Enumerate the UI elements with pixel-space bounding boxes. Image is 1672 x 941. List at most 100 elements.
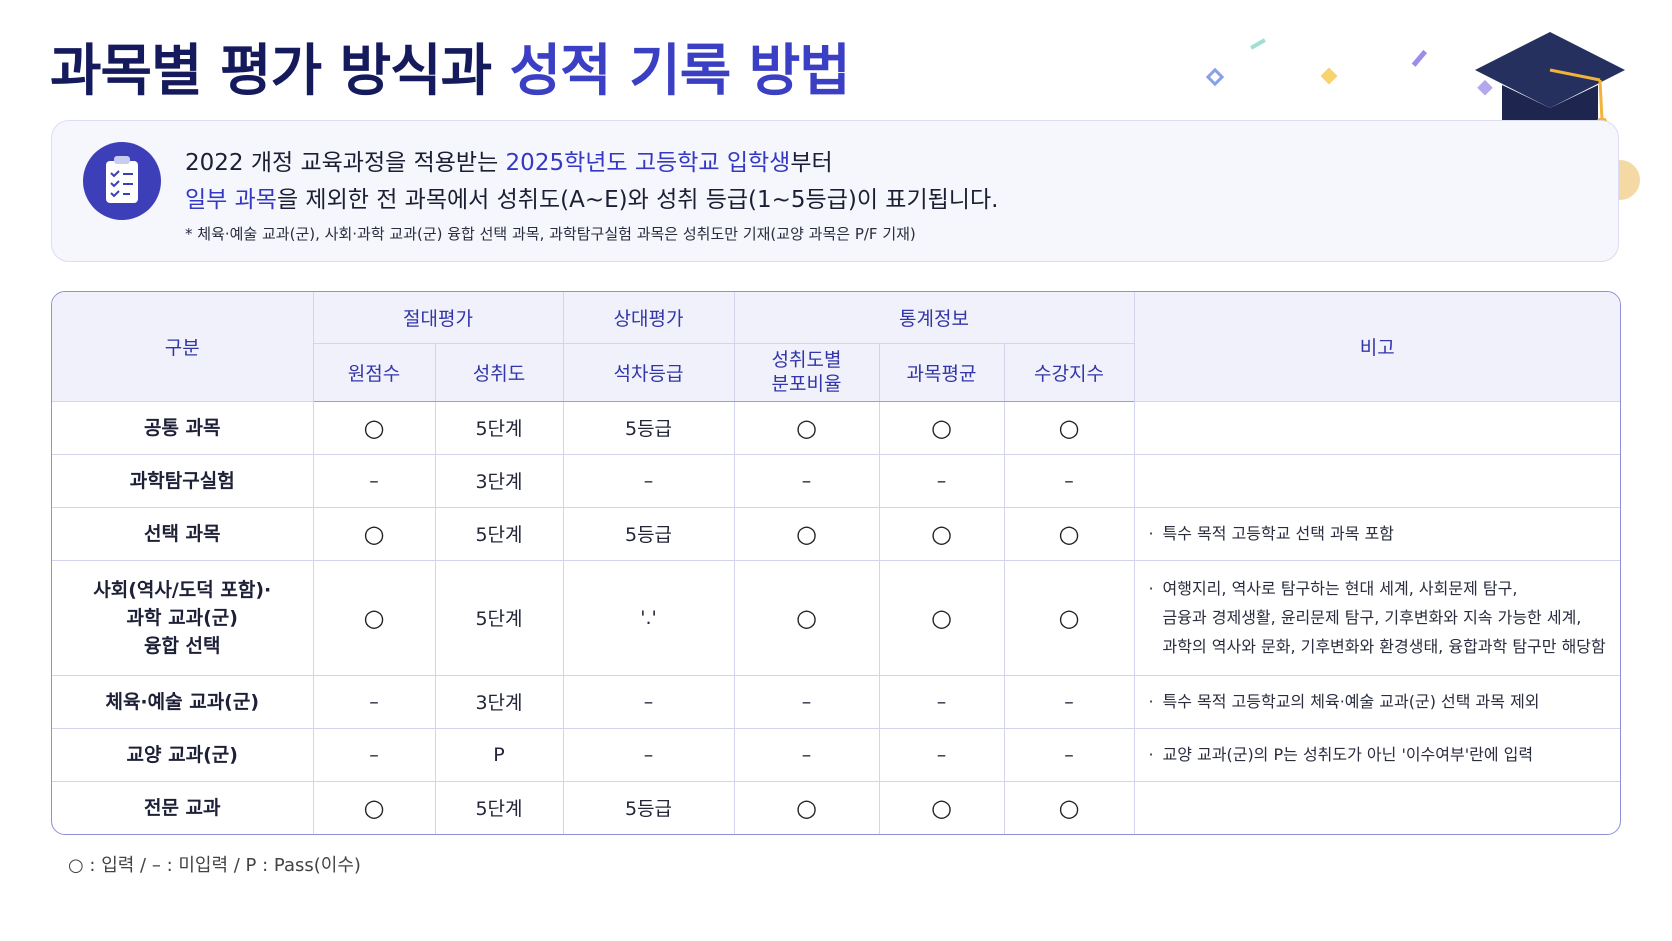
row-name: 공통 과목 bbox=[52, 400, 314, 455]
cell: – bbox=[1003, 727, 1135, 782]
cell: – bbox=[562, 674, 735, 729]
cell: – bbox=[1003, 453, 1135, 508]
table-row: 사회(역사/도덕 포함)· 과학 교과(군) 융합 선택 ○ 5단계 '.' ○ ○ ○ · 여행지… bbox=[52, 559, 1620, 676]
cell: ○ bbox=[1003, 506, 1135, 561]
row-name-line: 융합 선택 bbox=[143, 634, 221, 657]
cell: – bbox=[733, 727, 880, 782]
table-row: 체육·예술 교과(군) –3단계 – – – – · 특수 목적 고등학교의 체육·예술 교과… bbox=[52, 674, 1620, 729]
remark bbox=[1133, 780, 1620, 834]
table-row: 과학탐구실험 –3단계 – – – – bbox=[52, 453, 1620, 508]
sub-header: 성취도 bbox=[434, 342, 564, 402]
remark-text: 특수 목적 고등학교의 체육·예술 교과(군) 선택 과목 제외 bbox=[1162, 692, 1540, 711]
remark-text: 여행지리, 역사로 탐구하는 현대 세계, 사회문제 탐구, bbox=[1162, 579, 1518, 598]
sub-header: 석차등급 bbox=[562, 342, 735, 402]
cell: ○ bbox=[312, 780, 436, 834]
remark: · 특수 목적 고등학교의 체육·예술 교과(군) 선택 과목 제외 bbox=[1133, 674, 1620, 729]
cell: ○ bbox=[1003, 400, 1135, 455]
row-name: 교양 교과(군) bbox=[52, 727, 314, 782]
cell: – bbox=[1003, 674, 1135, 729]
corner-header: 구분 bbox=[52, 292, 314, 402]
row-name: 사회(역사/도덕 포함)· 과학 교과(군) 융합 선택 bbox=[52, 559, 314, 676]
info-text: 부터 bbox=[790, 150, 833, 176]
title: 과목별 평가 방식과 성적 기록 방법 bbox=[50, 26, 851, 107]
cell: ○ bbox=[1003, 780, 1135, 834]
table-frame: 구분 절대평가 상대평가 통계정보 비고 원점수 성취도 석차등급 성취도별 분포비율 과목평균 수강… bbox=[51, 291, 1621, 835]
cell: ○ bbox=[1003, 559, 1135, 676]
row-name-line: 전문 교과 bbox=[143, 796, 221, 819]
row-name: 체육·예술 교과(군) bbox=[52, 674, 314, 729]
cell: 5단계 bbox=[434, 506, 564, 561]
cell: P bbox=[434, 727, 564, 782]
cell: 5단계 bbox=[434, 559, 564, 676]
cell: '.' bbox=[562, 559, 735, 676]
cell: ○ bbox=[733, 506, 880, 561]
cell: ○ bbox=[733, 559, 880, 676]
header-row: 원점수 성취도 석차등급 성취도별 분포비율 과목평균 수강지수 bbox=[52, 342, 1620, 402]
bullet: · bbox=[1148, 745, 1154, 764]
row-name-line: 교양 교과(군) bbox=[126, 743, 238, 766]
cell: – bbox=[312, 727, 436, 782]
info-note: * 체육·예술 교과(군), 사회·과학 교과(군) 융합 선택 과목, 과학탐… bbox=[185, 225, 916, 243]
sub-header: 과목평균 bbox=[878, 342, 1005, 402]
cell: – bbox=[312, 674, 436, 729]
info-text: 2022 개정 교육과정을 적용받는 bbox=[185, 150, 506, 176]
cell: – bbox=[312, 453, 436, 508]
row-name-line: 사회(역사/도덕 포함)· bbox=[93, 578, 272, 601]
cell: ○ bbox=[878, 400, 1005, 455]
remark-text: 교양 교과(군)의 P는 성취도가 아닌 '이수여부'란에 입력 bbox=[1162, 745, 1534, 764]
info-line: 일부 과목을 제외한 전 과목에서 성취도(A~E)와 성취 등급(1~5등급)… bbox=[185, 180, 998, 214]
cell: – bbox=[562, 727, 735, 782]
group-header: 통계정보 bbox=[733, 292, 1135, 344]
table-row: 공통 과목 ○ 5단계 5등급 ○ ○ ○ bbox=[52, 400, 1620, 455]
info-box: 2022 개정 교육과정을 적용받는 2025학년도 고등학교 입학생부터 일부… bbox=[51, 120, 1619, 262]
remark bbox=[1133, 400, 1620, 455]
remark: · 특수 목적 고등학교 선택 과목 포함 bbox=[1133, 506, 1620, 561]
cell: 3단계 bbox=[434, 674, 564, 729]
row-name: 과학탐구실험 bbox=[52, 453, 314, 508]
cell: – bbox=[878, 453, 1005, 508]
legend: ○ : 입력 / – : 미입력 / P : Pass(이수) bbox=[68, 855, 361, 876]
cell: – bbox=[733, 453, 880, 508]
bullet: · bbox=[1148, 692, 1154, 711]
group-header: 절대평가 bbox=[312, 292, 564, 344]
table-row: 전문 교과 ○ 5단계 5등급 ○ ○ ○ bbox=[52, 780, 1620, 834]
remark-text: 금융과 경제생활, 윤리문제 탐구, 기후변화와 지속 가능한 세계, bbox=[1162, 608, 1582, 627]
table: 구분 절대평가 상대평가 통계정보 비고 원점수 성취도 석차등급 성취도별 분포비율 과목평균 수강… bbox=[52, 292, 1620, 834]
sub-header-line: 성취도별 bbox=[771, 349, 842, 371]
cell: 5등급 bbox=[562, 780, 735, 834]
info-highlight: 일부 과목 bbox=[185, 187, 277, 213]
cell: ○ bbox=[312, 506, 436, 561]
row-name-line: 과학탐구실험 bbox=[129, 469, 235, 492]
cell: 5등급 bbox=[562, 400, 735, 455]
row-name-line: 공통 과목 bbox=[143, 416, 221, 439]
info-text: 을 제외한 전 과목에서 성취도(A~E)와 성취 등급(1~5등급)이 표기됩… bbox=[276, 187, 999, 213]
cell: ○ bbox=[878, 559, 1005, 676]
row-name-line: 체육·예술 교과(군) bbox=[105, 690, 260, 713]
cell: 5등급 bbox=[562, 506, 735, 561]
row-name-line: 과학 교과(군) bbox=[126, 606, 238, 629]
row-name: 선택 과목 bbox=[52, 506, 314, 561]
info-highlight: 2025학년도 고등학교 입학생 bbox=[505, 150, 791, 176]
cell: ○ bbox=[312, 400, 436, 455]
row-name-line: 선택 과목 bbox=[143, 522, 221, 545]
title-part: 성적 기록 방법 bbox=[509, 39, 851, 104]
remark-text: 과학의 역사와 문화, 기후변화와 환경생태, 융합과학 탐구만 해당함 bbox=[1162, 637, 1606, 656]
bullet: · bbox=[1148, 524, 1154, 543]
cell: ○ bbox=[733, 400, 880, 455]
sub-header: 수강지수 bbox=[1003, 342, 1135, 402]
table-row: 선택 과목 ○ 5단계 5등급 ○ ○ ○ · 특수 목적 고등학교 선택 과목 포함 bbox=[52, 506, 1620, 561]
cell: – bbox=[562, 453, 735, 508]
info-icon bbox=[83, 142, 161, 220]
sub-header: 성취도별 분포비율 bbox=[733, 342, 880, 402]
cell: 5단계 bbox=[434, 780, 564, 834]
remark bbox=[1133, 453, 1620, 508]
cell: ○ bbox=[312, 559, 436, 676]
remark-header: 비고 bbox=[1133, 292, 1620, 402]
header-row: 구분 절대평가 상대평가 통계정보 비고 bbox=[52, 292, 1620, 402]
cell: 5단계 bbox=[434, 400, 564, 455]
table-row: 교양 교과(군) – P – – – – · 교양 교과(군)의 P는 성취도가 아닌 '이수여… bbox=[52, 727, 1620, 782]
remark: · 교양 교과(군)의 P는 성취도가 아닌 '이수여부'란에 입력 bbox=[1133, 727, 1620, 782]
sub-header-line: 분포비율 bbox=[771, 373, 842, 395]
cell: ○ bbox=[733, 780, 880, 834]
